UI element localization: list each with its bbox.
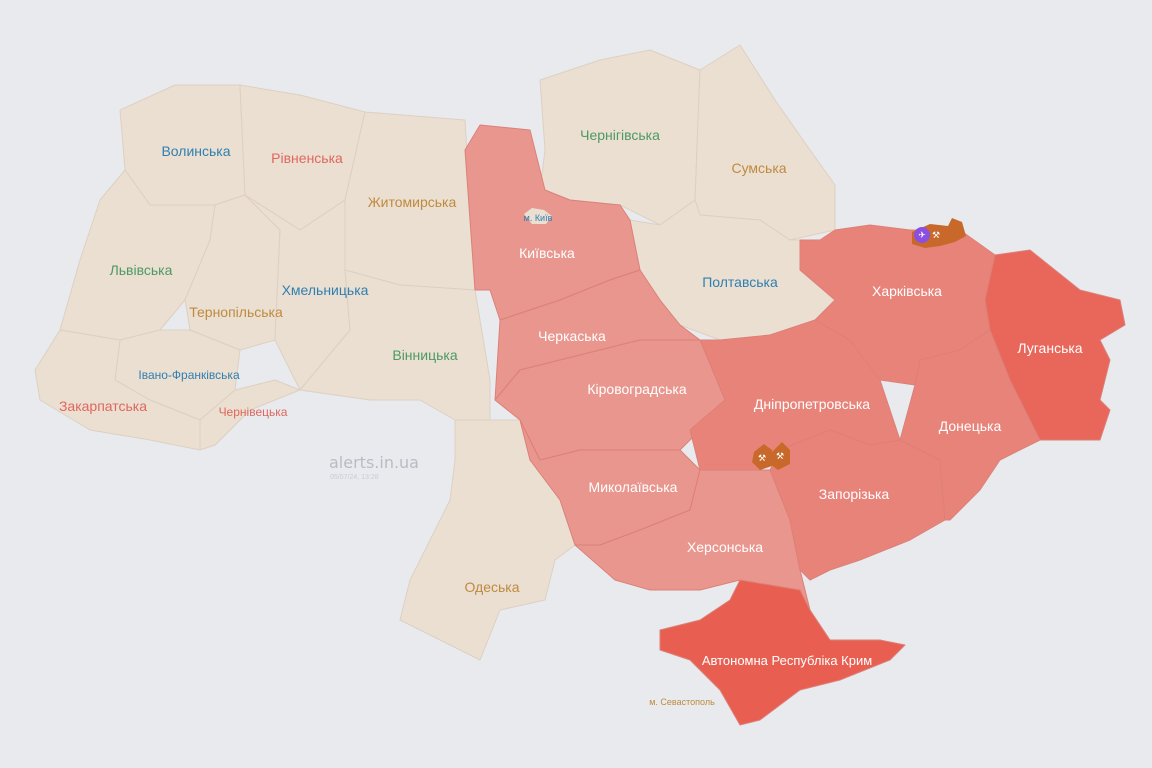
label-ternopilska: Тернопільська (189, 304, 283, 320)
artillery-icon[interactable]: ⚒ (758, 453, 766, 463)
label-khersonska: Херсонська (687, 539, 763, 555)
aircraft-icon[interactable] (914, 227, 930, 243)
label-crimea: Автономна Республіка Крим (702, 653, 872, 668)
region-labels: Волинська Рівненська Житомирська Львівсь… (59, 127, 1083, 707)
region-luhanska[interactable] (984, 249, 1126, 441)
label-vinnytska: Вінницька (392, 347, 457, 363)
label-sevastopol: м. Севастополь (649, 697, 715, 707)
label-dnipropetrovska: Дніпропетровська (754, 396, 870, 412)
label-rivnenska: Рівненська (271, 150, 343, 166)
label-chernihivska: Чернігівська (580, 127, 660, 143)
label-sumska: Сумська (731, 160, 786, 176)
region-sumska[interactable] (694, 44, 836, 241)
label-kirovohradska: Кіровоградська (587, 381, 686, 397)
watermark-timestamp: 05/07/24, 13:28 (330, 474, 379, 481)
label-volynska: Волинська (161, 143, 230, 159)
label-kyiv-city: м. Київ (524, 213, 553, 223)
label-lvivska: Львівська (110, 262, 173, 278)
label-poltavska: Полтавська (702, 274, 778, 290)
label-cherkaska: Черкаська (538, 328, 606, 344)
artillery-icon[interactable]: ⚒ (776, 451, 784, 461)
label-zhytomyrska: Житомирська (368, 194, 457, 210)
label-kyivska: Київська (519, 245, 575, 261)
label-luhanska: Луганська (1017, 340, 1082, 356)
threat-zone-dnipro-2 (770, 442, 790, 470)
threat-zone-dnipro-1 (752, 444, 772, 470)
label-kharkivska: Харківська (872, 283, 942, 299)
region-kyiv-city[interactable] (524, 208, 552, 224)
label-chernivetska: Чернівецька (219, 405, 288, 419)
label-zakarpatska: Закарпатська (59, 398, 147, 414)
region-donetska[interactable] (899, 329, 1041, 521)
region-zaporizka[interactable] (769, 429, 946, 581)
aircraft-icon-glyph: ✈ (918, 230, 926, 240)
region-kyivska[interactable] (464, 124, 641, 321)
label-donetska: Донецька (939, 418, 1002, 434)
artillery-icon[interactable]: ⚒ (932, 230, 940, 240)
label-khmelnytska: Хмельницька (282, 282, 369, 298)
threat-zones: ✈ ⚒ ⚒ ⚒ (752, 218, 966, 470)
label-odeska: Одеська (464, 579, 519, 595)
region-crimea[interactable] (659, 579, 906, 726)
label-ivano-frankivska: Івано-Франківська (138, 368, 240, 382)
label-mykolaivska: Миколаївська (589, 479, 678, 495)
region-chernivetska[interactable] (199, 379, 301, 451)
watermark-site[interactable]: alerts.in.ua (329, 453, 419, 472)
label-zaporizka: Запорізька (819, 486, 890, 502)
